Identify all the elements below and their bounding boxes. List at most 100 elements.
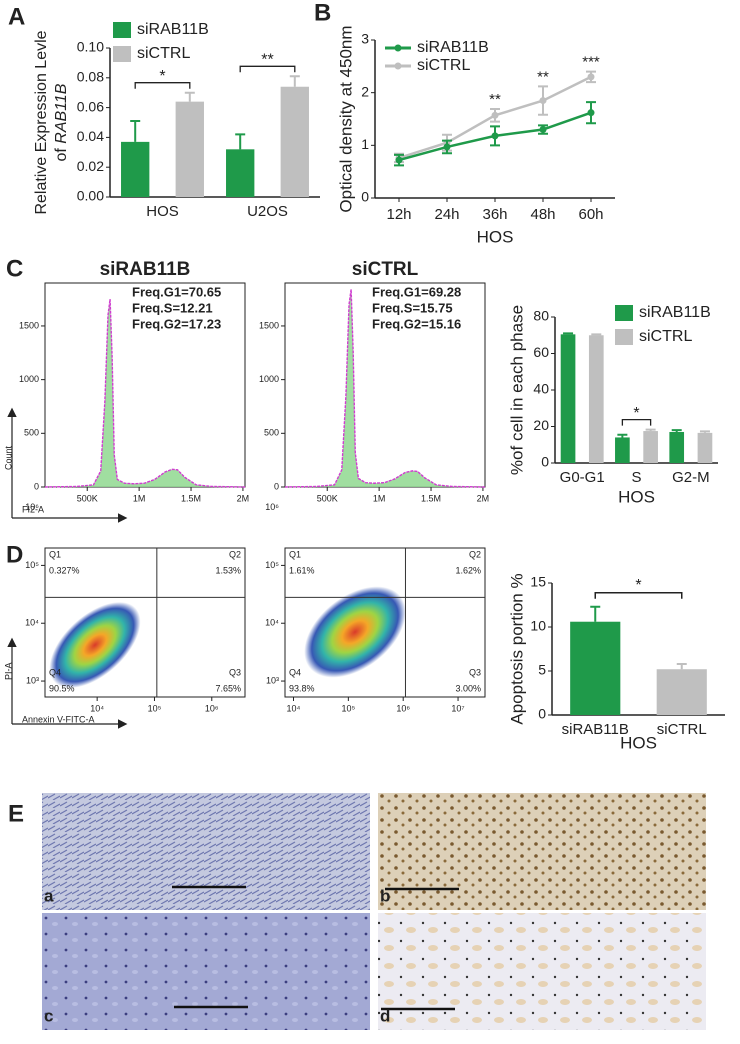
data-point	[395, 156, 403, 164]
y-tick-label: 0.10	[77, 39, 104, 55]
histology-images	[42, 793, 706, 1030]
y-tick-label: 0	[361, 189, 369, 205]
error-bar	[591, 333, 602, 336]
legend-label: siRAB11B	[417, 39, 489, 56]
bar	[121, 141, 150, 197]
panel-letter: C	[6, 255, 23, 282]
quadrant-name: Q1	[289, 549, 301, 559]
y-tick-label: 10³	[26, 675, 39, 685]
image-label: d	[380, 1006, 390, 1025]
cycle-stat: Freq.G1=69.28	[372, 284, 461, 299]
significance-label: **	[261, 52, 273, 69]
error-bar	[617, 433, 628, 438]
data-point	[491, 111, 499, 119]
x-tick-label: 10⁴	[90, 703, 104, 713]
y-axis-label-part: of	[53, 148, 70, 162]
y-axis-label-gene: RAB11B	[53, 83, 70, 144]
legend-swatch	[113, 22, 131, 38]
y-tick-label: 2	[361, 83, 369, 99]
data-point	[491, 132, 499, 140]
x-tick-label: siRAB11B	[562, 721, 629, 738]
quadrant-percent: 90.5%	[49, 683, 75, 693]
quadrant-name: Q2	[469, 549, 481, 559]
image-label: a	[44, 886, 54, 905]
data-point	[539, 97, 547, 105]
panel-letter: E	[8, 800, 24, 827]
y-tick-label: 80	[533, 308, 549, 324]
x-tick-label: 60h	[578, 206, 603, 223]
quadrant-percent: 7.65%	[215, 683, 241, 693]
legend-swatch	[615, 329, 633, 345]
image-label: b	[380, 886, 390, 905]
cycle-stat: Freq.G2=17.23	[132, 316, 221, 331]
bar	[588, 335, 604, 463]
legend-label: siRAB11B	[137, 21, 209, 38]
significance-label: *	[159, 68, 165, 85]
cycle-stat: Freq.G2=15.16	[372, 316, 461, 331]
significance-label: *	[633, 405, 639, 422]
y-axis-label: PI-A	[3, 662, 13, 680]
plot-frame	[44, 547, 246, 698]
error-bar	[676, 662, 687, 670]
y-axis-label: of RAB11B	[53, 83, 70, 161]
quadrant-percent: 0.327%	[49, 565, 80, 575]
y-tick-label: 0.02	[77, 158, 104, 174]
panel-title: siCTRL	[352, 259, 419, 280]
legend-swatch	[394, 62, 402, 70]
quadrant-percent: 3.00%	[455, 683, 481, 693]
x-tick-label: 1M	[133, 493, 146, 503]
x-tick-label: 10⁶	[205, 703, 219, 713]
data-point	[587, 73, 595, 81]
cycle-stat: Freq.S=15.75	[372, 300, 453, 315]
data-point	[539, 126, 547, 134]
bar	[615, 437, 630, 463]
x-axis-label: Annexin V-FITC-A	[22, 714, 95, 724]
x-tick-label: 10⁵	[341, 703, 355, 713]
y-tick-label: 500	[264, 428, 279, 438]
error-bar	[699, 430, 710, 433]
error-bar	[563, 332, 574, 335]
significance-bracket	[239, 65, 296, 73]
y-tick-label: 1500	[19, 320, 39, 330]
bar	[697, 432, 713, 463]
quadrant-percent: 1.53%	[215, 565, 241, 575]
panel-letter: B	[314, 0, 331, 26]
significance-label: **	[489, 91, 501, 108]
y-tick-label: 1000	[19, 374, 39, 384]
bar	[643, 431, 658, 463]
histogram-curve	[44, 299, 246, 488]
bar	[560, 334, 576, 463]
significance-bracket	[621, 418, 652, 426]
x-axis-label: FI2-A	[22, 504, 44, 514]
y-tick-label: 10⁴	[25, 618, 39, 628]
data-point	[587, 109, 595, 117]
quadrant-name: Q2	[229, 549, 241, 559]
image-label: c	[44, 1006, 53, 1025]
y-tick-label: 0.00	[77, 188, 104, 204]
x-tick-label: G2-M	[672, 469, 710, 486]
cycle-stat: Freq.S=12.21	[132, 300, 213, 315]
y-tick-label: 10⁶	[265, 502, 279, 512]
y-tick-label: 0	[541, 454, 549, 470]
y-tick-label: 60	[533, 344, 549, 360]
bar	[175, 101, 204, 197]
x-tick-label: G0-G1	[560, 469, 605, 486]
y-tick-label: 0	[274, 481, 279, 491]
legend-swatch	[113, 46, 131, 62]
x-tick-label: 10⁶	[396, 703, 410, 713]
quadrant-name: Q3	[229, 667, 241, 677]
significance-label: *	[635, 577, 641, 594]
significance-label: **	[537, 68, 549, 85]
y-tick-label: 0	[538, 706, 546, 722]
x-tick-label: 1.5M	[181, 493, 201, 503]
x-tick-label: 500K	[77, 493, 98, 503]
y-tick-label: 10⁵	[265, 560, 279, 570]
y-axis-label: Count	[3, 445, 13, 470]
x-tick-label: U2OS	[247, 203, 288, 220]
y-axis-label: Optical density at 450nm	[336, 25, 355, 212]
legend-label: siCTRL	[417, 57, 470, 74]
x-tick-label: 1.5M	[421, 493, 441, 503]
significance-label: ***	[582, 54, 600, 71]
y-tick-label: 500	[24, 428, 39, 438]
error-bar	[184, 91, 195, 102]
